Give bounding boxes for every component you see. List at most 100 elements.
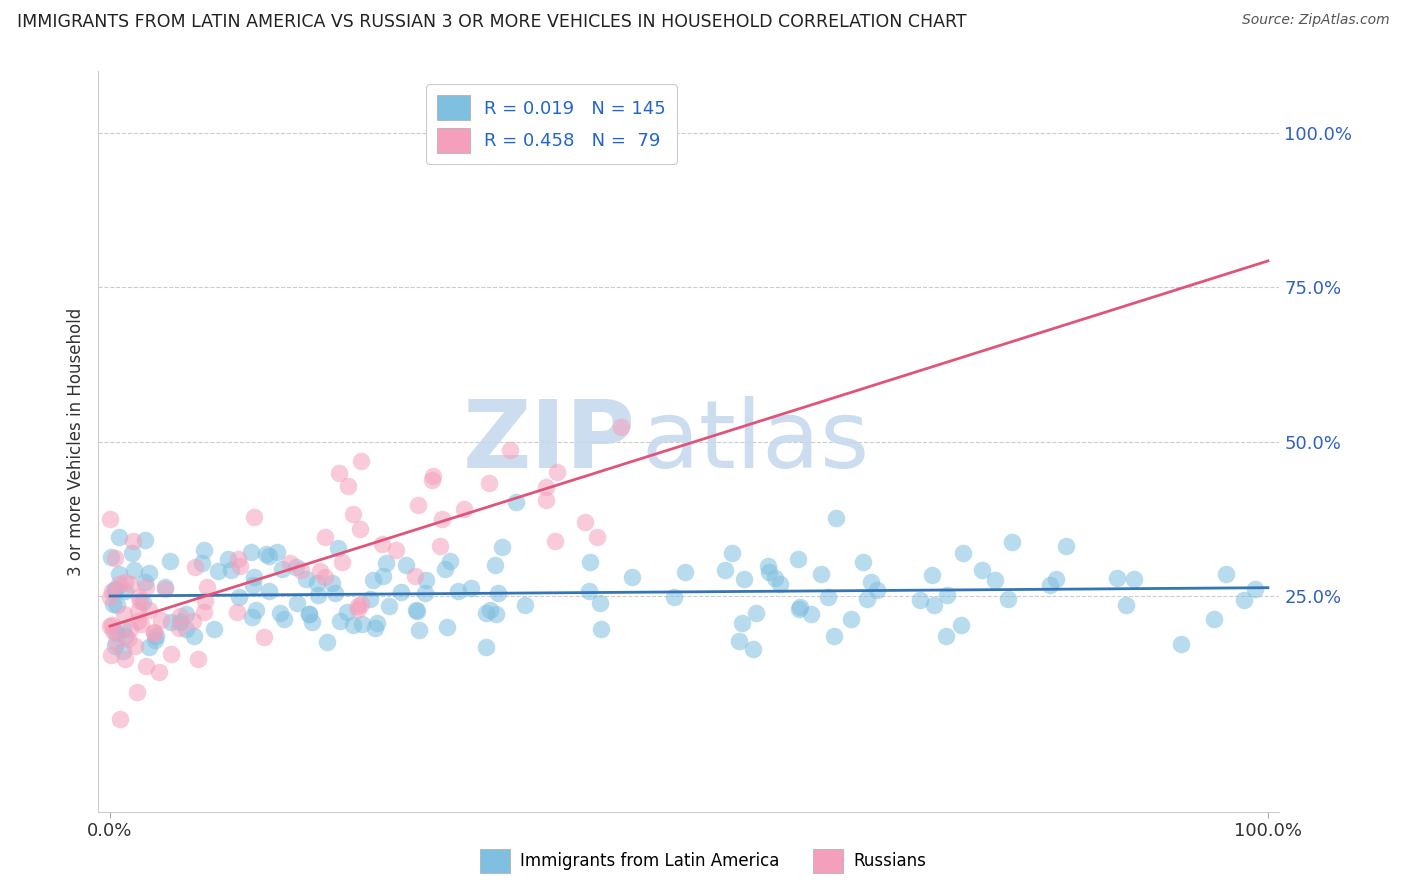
Point	[120, 576, 142, 591]
Point	[413, 586, 436, 600]
Point	[491, 540, 513, 554]
Point	[321, 576, 343, 591]
Point	[298, 607, 321, 621]
Point	[100, 617, 122, 632]
Point	[364, 621, 387, 635]
Point	[404, 569, 426, 583]
Point	[756, 558, 779, 573]
Point	[852, 555, 875, 569]
Point	[952, 546, 974, 560]
Point	[823, 629, 845, 643]
Point	[591, 622, 613, 636]
Point	[278, 556, 301, 570]
Point	[453, 501, 475, 516]
Point	[124, 563, 146, 577]
Point	[406, 604, 429, 618]
Point	[285, 559, 308, 574]
Point	[117, 632, 139, 646]
Point	[921, 568, 943, 582]
Point	[336, 605, 359, 619]
Point	[225, 606, 247, 620]
Point	[997, 592, 1019, 607]
Point	[134, 575, 156, 590]
Point	[135, 580, 157, 594]
Point	[127, 604, 149, 618]
Text: atlas: atlas	[641, 395, 870, 488]
Point	[98, 512, 121, 526]
Point	[731, 615, 754, 630]
Point	[415, 573, 437, 587]
Point	[103, 624, 125, 638]
Point	[217, 552, 239, 566]
Point	[309, 565, 332, 579]
Point	[184, 560, 207, 574]
Point	[422, 469, 444, 483]
Point	[970, 563, 993, 577]
Point	[298, 607, 321, 622]
Point	[328, 541, 350, 555]
Legend: Immigrants from Latin America, Russians: Immigrants from Latin America, Russians	[474, 842, 932, 880]
Point	[207, 564, 229, 578]
Point	[420, 473, 443, 487]
Point	[240, 610, 263, 624]
Point	[789, 599, 811, 614]
Point	[824, 511, 846, 525]
Point	[673, 565, 696, 579]
Point	[810, 566, 832, 581]
Point	[108, 577, 131, 591]
Point	[138, 603, 160, 617]
Point	[347, 599, 370, 614]
Point	[108, 567, 131, 582]
Point	[301, 615, 323, 629]
Point	[800, 607, 823, 621]
Point	[273, 612, 295, 626]
Point	[127, 615, 149, 629]
Point	[254, 548, 277, 562]
Point	[132, 595, 155, 609]
Text: Source: ZipAtlas.com: Source: ZipAtlas.com	[1241, 13, 1389, 28]
Point	[342, 508, 364, 522]
Point	[1244, 582, 1267, 597]
Point	[866, 583, 889, 598]
Point	[758, 566, 780, 580]
Point	[159, 554, 181, 568]
Point	[104, 582, 127, 597]
Point	[253, 631, 276, 645]
Point	[181, 614, 204, 628]
Point	[111, 622, 134, 636]
Y-axis label: 3 or more Vehicles in Household: 3 or more Vehicles in Household	[66, 308, 84, 575]
Point	[229, 558, 252, 573]
Point	[315, 634, 337, 648]
Point	[395, 558, 418, 573]
Point	[138, 566, 160, 580]
Point	[183, 629, 205, 643]
Point	[1123, 572, 1146, 586]
Point	[174, 622, 197, 636]
Point	[405, 603, 427, 617]
Point	[787, 602, 810, 616]
Point	[389, 585, 412, 599]
Point	[371, 569, 394, 583]
Point	[114, 629, 136, 643]
Point	[242, 578, 264, 592]
Point	[143, 633, 166, 648]
Point	[499, 443, 522, 458]
Point	[935, 629, 957, 643]
Point	[228, 552, 250, 566]
Point	[169, 615, 191, 630]
Point	[285, 596, 308, 610]
Point	[408, 623, 430, 637]
Point	[100, 549, 122, 564]
Point	[149, 613, 172, 627]
Point	[323, 586, 346, 600]
Point	[536, 480, 558, 494]
Point	[935, 588, 957, 602]
Point	[155, 582, 177, 596]
Point	[515, 598, 537, 612]
Point	[1107, 571, 1129, 585]
Point	[377, 599, 399, 614]
Point	[460, 582, 482, 596]
Point	[475, 640, 498, 654]
Point	[1115, 598, 1137, 612]
Point	[361, 574, 384, 588]
